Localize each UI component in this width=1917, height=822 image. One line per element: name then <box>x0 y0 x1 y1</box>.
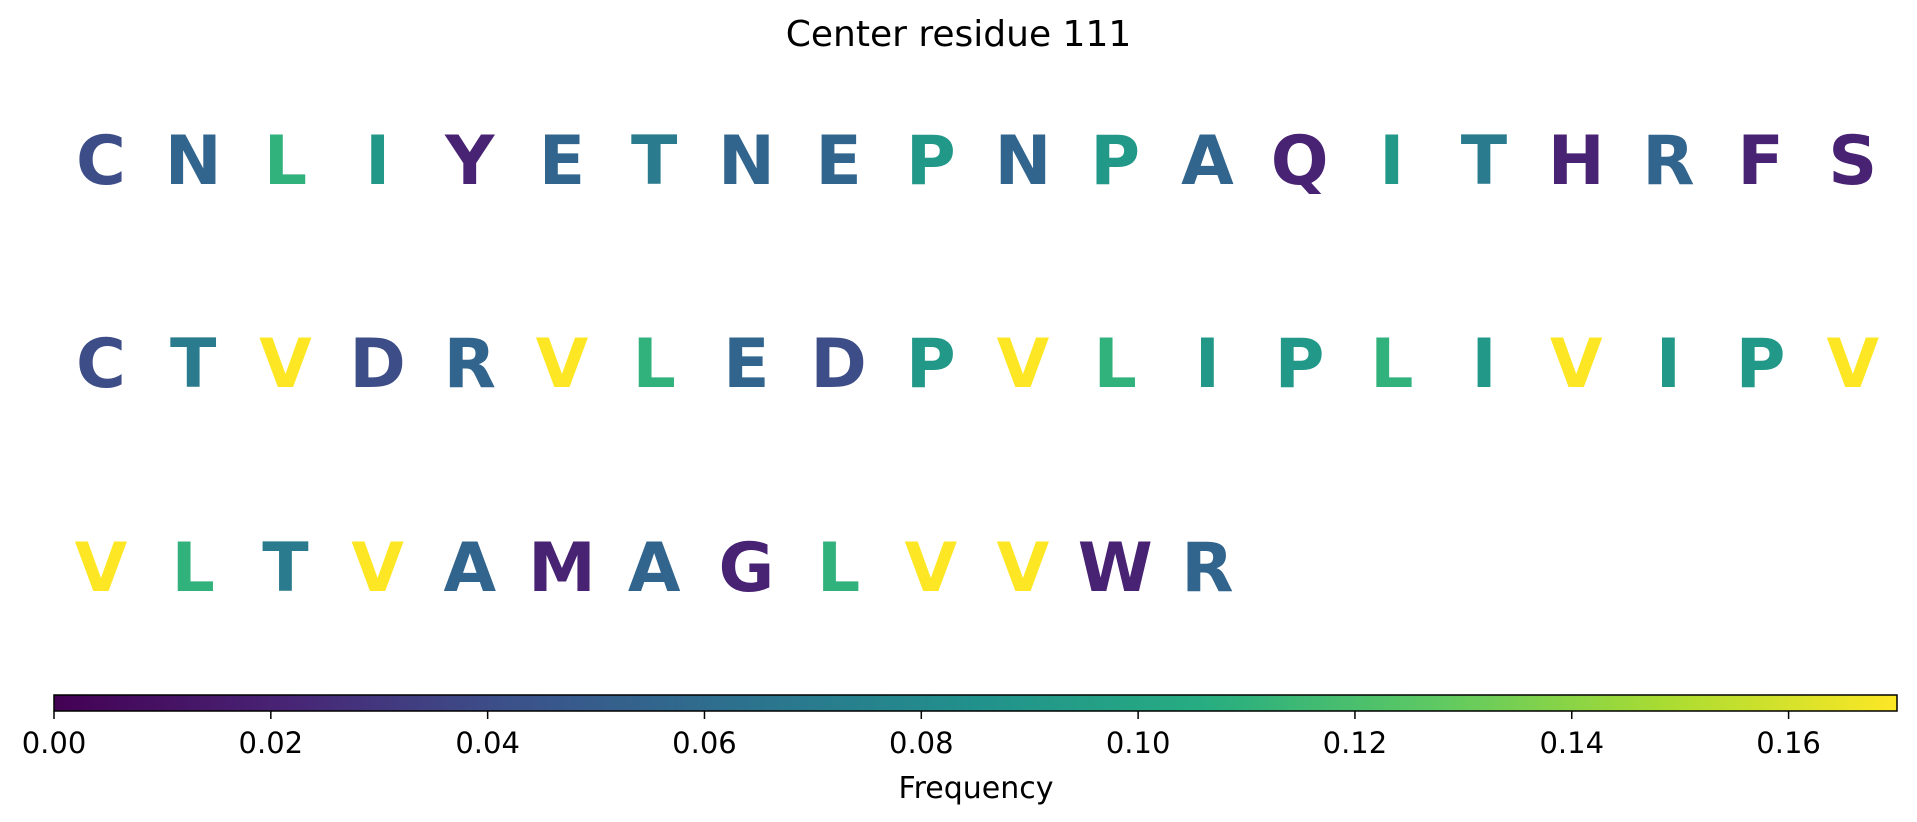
residue-2-7: L <box>633 325 676 404</box>
residue-2-14: P <box>1275 325 1325 404</box>
residue-2-17: V <box>1550 325 1603 404</box>
residue-2-8: E <box>723 325 769 404</box>
colorbar-tick-label-2: 0.04 <box>455 726 520 760</box>
residue-1-3: L <box>264 122 307 201</box>
residue-2-16: I <box>1471 325 1496 404</box>
residue-3-1: V <box>75 529 128 608</box>
residue-3-11: V <box>997 529 1050 608</box>
residue-2-19: P <box>1736 325 1786 404</box>
residue-1-15: I <box>1379 122 1404 201</box>
residue-1-2: N <box>165 122 222 201</box>
residue-1-16: T <box>1461 122 1508 201</box>
residue-2-12: L <box>1094 325 1137 404</box>
colorbar-tick-label-1: 0.02 <box>239 726 304 760</box>
residue-1-8: N <box>718 122 775 201</box>
colorbar-gradient <box>53 694 1898 712</box>
residue-3-7: A <box>628 529 681 608</box>
residue-1-14: Q <box>1271 122 1329 201</box>
residue-1-5: Y <box>444 122 495 201</box>
colorbar-tick-label-3: 0.06 <box>672 726 737 760</box>
residue-1-19: F <box>1737 122 1783 201</box>
residue-2-1: C <box>76 325 126 404</box>
residue-3-5: A <box>443 529 496 608</box>
residue-3-12: W <box>1078 529 1153 608</box>
residue-3-10: V <box>904 529 957 608</box>
residue-1-13: A <box>1181 122 1234 201</box>
residue-1-20: S <box>1828 122 1877 201</box>
residue-2-3: V <box>259 325 312 404</box>
residue-1-18: R <box>1642 122 1694 201</box>
colorbar-tick-label-0: 0.00 <box>22 726 87 760</box>
residue-2-13: I <box>1195 325 1220 404</box>
colorbar-tick-label-4: 0.08 <box>889 726 954 760</box>
residue-2-2: T <box>170 325 217 404</box>
colorbar-label: Frequency <box>899 771 1054 806</box>
residue-3-3: T <box>262 529 309 608</box>
residue-3-8: G <box>718 529 774 608</box>
residue-2-6: V <box>536 325 589 404</box>
residue-3-2: L <box>172 529 215 608</box>
residue-2-5: R <box>444 325 496 404</box>
residue-1-7: T <box>631 122 678 201</box>
residue-1-10: P <box>906 122 956 201</box>
residue-1-17: H <box>1548 122 1605 201</box>
residue-1-6: E <box>539 122 585 201</box>
colorbar-tick-label-6: 0.12 <box>1323 726 1388 760</box>
colorbar: 0.00 0.02 0.04 0.06 0.08 0.10 0.12 0.14 0.16 Freq… <box>22 694 1898 806</box>
residue-1-11: N <box>995 122 1052 201</box>
residue-3-4: V <box>351 529 404 608</box>
residue-3-9: L <box>817 529 860 608</box>
colorbar-tick-label-5: 0.10 <box>1106 726 1171 760</box>
residue-grid: C N L I Y E T N E P N P A Q I T H R F SC T V D R V L E D P V L I P L I V I P V… <box>75 122 1880 608</box>
residue-2-11: V <box>997 325 1050 404</box>
residue-2-18: I <box>1656 325 1681 404</box>
residue-1-9: E <box>815 122 861 201</box>
residue-2-15: L <box>1370 325 1413 404</box>
colorbar-tick-label-7: 0.14 <box>1539 726 1604 760</box>
residue-1-1: C <box>76 122 126 201</box>
residue-2-9: D <box>810 325 866 404</box>
residue-3-13: R <box>1181 529 1233 608</box>
chart-title: Center residue 111 <box>785 14 1132 55</box>
residue-1-4: I <box>365 122 390 201</box>
residue-3-6: M <box>528 529 596 608</box>
colorbar-tick-label-8: 0.16 <box>1756 726 1821 760</box>
residue-2-10: P <box>906 325 956 404</box>
residue-1-12: P <box>1090 122 1140 201</box>
residue-2-4: D <box>349 325 405 404</box>
residue-2-20: V <box>1826 325 1879 404</box>
